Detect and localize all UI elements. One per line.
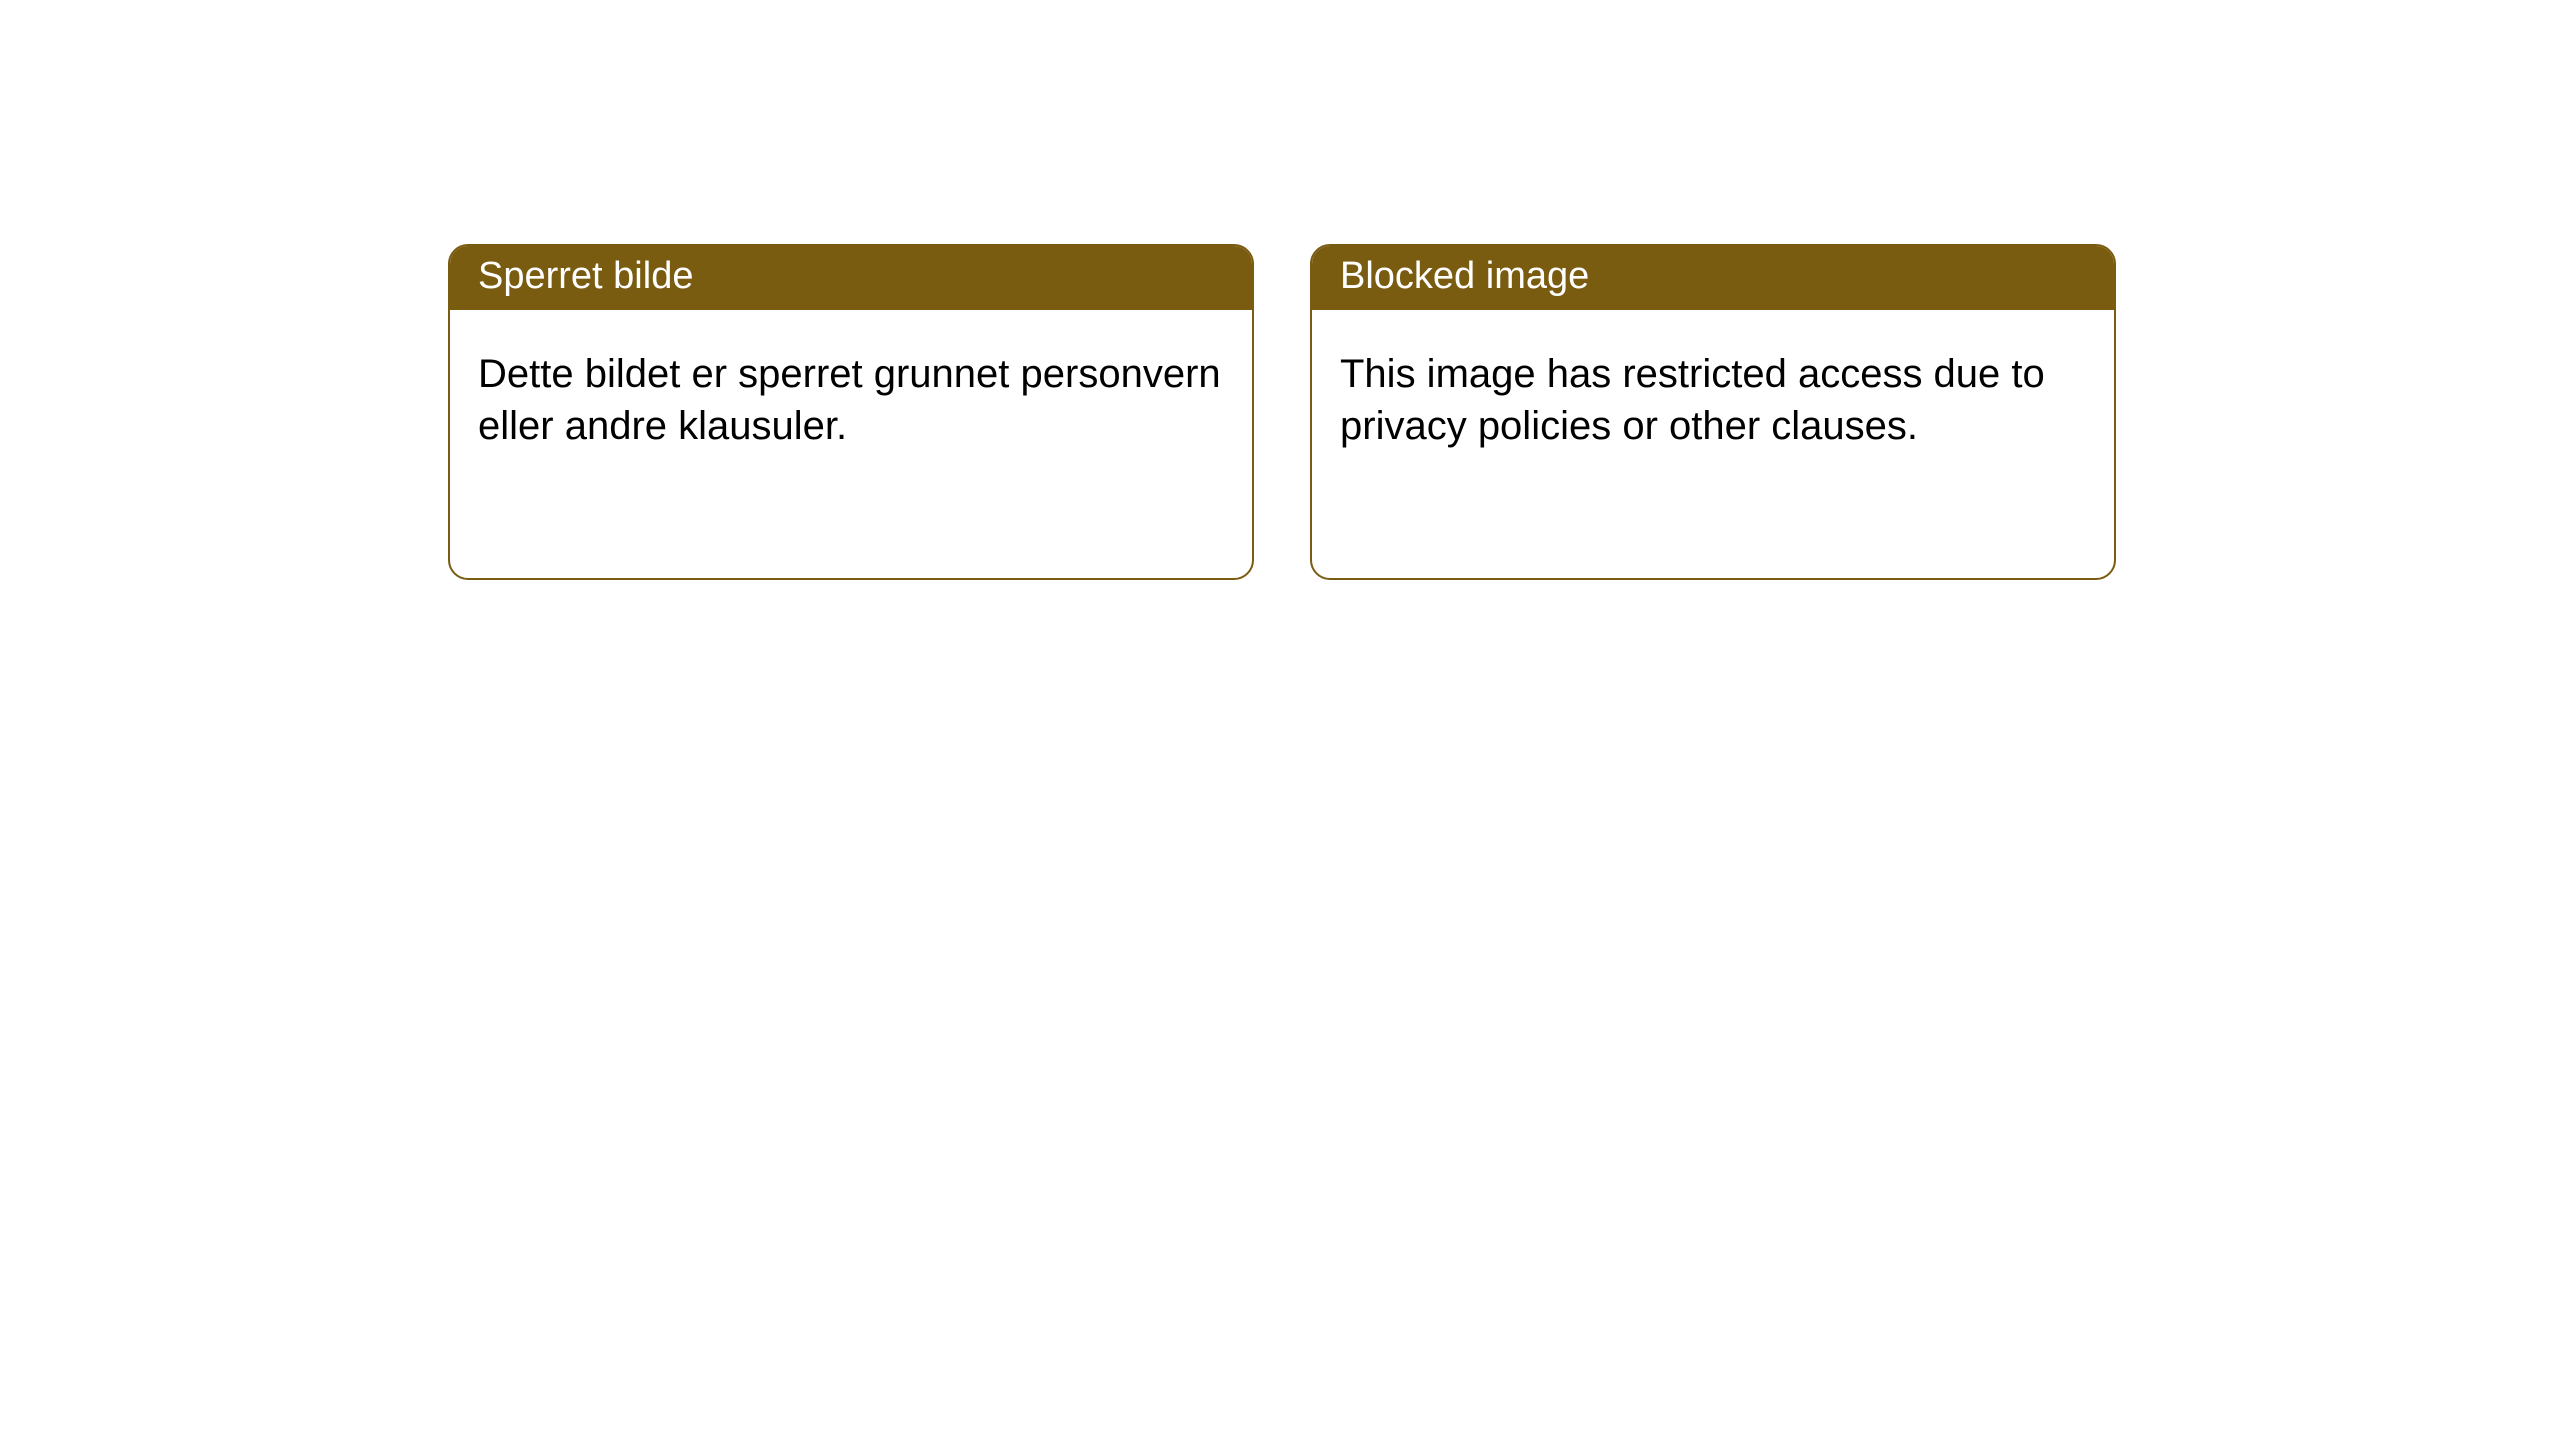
card-header-english: Blocked image [1312,246,2114,310]
card-body-text: Dette bildet er sperret grunnet personve… [478,352,1221,449]
card-title: Sperret bilde [478,255,693,297]
notice-card-english: Blocked image This image has restricted … [1310,244,2116,580]
notice-card-norwegian: Sperret bilde Dette bildet er sperret gr… [448,244,1254,580]
card-body-norwegian: Dette bildet er sperret grunnet personve… [450,310,1252,482]
card-body-english: This image has restricted access due to … [1312,310,2114,482]
card-title: Blocked image [1340,255,1589,297]
card-body-text: This image has restricted access due to … [1340,352,2045,449]
card-header-norwegian: Sperret bilde [450,246,1252,310]
notice-container: Sperret bilde Dette bildet er sperret gr… [0,0,2560,580]
